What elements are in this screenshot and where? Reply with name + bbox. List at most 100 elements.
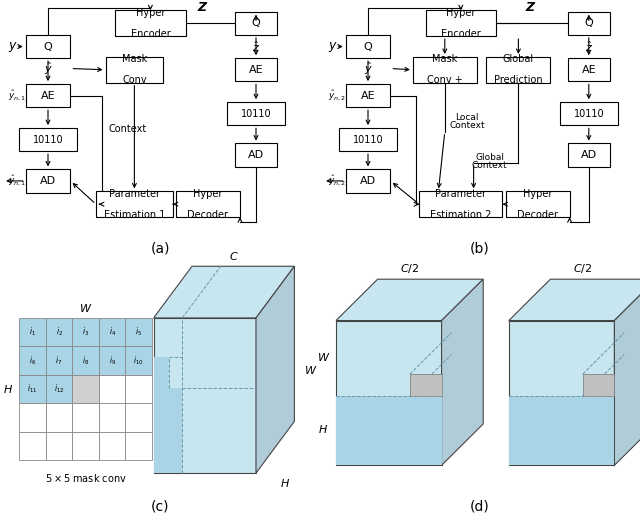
Text: Estimation 2: Estimation 2 [430, 209, 492, 220]
Text: Context: Context [472, 161, 508, 170]
Text: (b): (b) [470, 241, 490, 255]
Bar [72, 432, 99, 460]
FancyBboxPatch shape [176, 191, 240, 217]
Text: 10110: 10110 [241, 109, 271, 119]
Text: $i_1$: $i_1$ [29, 326, 36, 339]
Text: Global: Global [503, 54, 534, 65]
FancyBboxPatch shape [106, 57, 163, 83]
FancyBboxPatch shape [413, 57, 477, 83]
FancyBboxPatch shape [346, 170, 390, 192]
Bar [99, 403, 125, 432]
Polygon shape [336, 321, 442, 465]
Text: Hyper: Hyper [523, 189, 552, 199]
Bar [125, 432, 152, 460]
Text: $\hat{y}_{n,1}$: $\hat{y}_{n,1}$ [8, 88, 26, 103]
Text: Parameter: Parameter [435, 189, 486, 199]
Text: AE: AE [582, 65, 596, 75]
Bar [125, 318, 152, 346]
Bar [19, 375, 46, 403]
FancyBboxPatch shape [568, 12, 609, 35]
FancyBboxPatch shape [26, 84, 70, 108]
Text: (a): (a) [150, 241, 170, 255]
Text: AD: AD [580, 150, 597, 160]
Bar [125, 375, 152, 403]
Text: $i_6$: $i_6$ [29, 354, 36, 367]
Text: $\hat{y}_{n,2}$: $\hat{y}_{n,2}$ [328, 88, 346, 103]
Text: Parameter: Parameter [109, 189, 160, 199]
Text: $\hat{y}_{n,2}$: $\hat{y}_{n,2}$ [328, 174, 346, 188]
Bar [46, 318, 72, 346]
Text: Hyper: Hyper [446, 8, 476, 18]
Bar [46, 403, 72, 432]
FancyBboxPatch shape [236, 58, 277, 81]
Text: Q: Q [364, 41, 372, 52]
Text: $i_4$: $i_4$ [109, 326, 116, 339]
FancyBboxPatch shape [26, 35, 70, 58]
Bar [46, 375, 72, 403]
Text: $5\times5$ mask conv: $5\times5$ mask conv [45, 472, 127, 484]
Text: $\hat{y}$: $\hat{y}$ [44, 60, 52, 77]
Text: $i_9$: $i_9$ [109, 354, 116, 367]
Bar [46, 346, 72, 375]
Bar [19, 403, 46, 432]
Text: $\hat{y}$: $\hat{y}$ [364, 60, 372, 77]
FancyBboxPatch shape [560, 102, 618, 126]
Text: $i_8$: $i_8$ [82, 354, 89, 367]
Text: AD: AD [40, 176, 56, 186]
Polygon shape [614, 279, 640, 465]
Text: Encoder: Encoder [441, 28, 481, 39]
Text: 10110: 10110 [353, 134, 383, 145]
Text: $\boldsymbol{Z}$: $\boldsymbol{Z}$ [525, 1, 537, 14]
Text: Decoder: Decoder [517, 209, 558, 220]
FancyBboxPatch shape [346, 84, 390, 108]
Bar [99, 375, 125, 403]
Text: (c): (c) [151, 499, 169, 514]
Text: $\hat{z}$: $\hat{z}$ [585, 39, 593, 54]
Text: $y$: $y$ [328, 39, 338, 54]
Text: $\hat{z}$: $\hat{z}$ [252, 39, 260, 54]
Bar [72, 375, 99, 403]
Text: 10110: 10110 [573, 109, 604, 119]
Text: $i_5$: $i_5$ [135, 326, 142, 339]
Text: $i_{12}$: $i_{12}$ [54, 383, 64, 396]
FancyBboxPatch shape [26, 170, 70, 192]
Text: AD: AD [248, 150, 264, 160]
Polygon shape [583, 374, 614, 396]
Polygon shape [442, 279, 483, 465]
Text: $i_3$: $i_3$ [82, 326, 89, 339]
Text: Mask: Mask [122, 54, 147, 65]
Text: Q: Q [44, 41, 52, 52]
Text: $i_{11}$: $i_{11}$ [28, 383, 38, 396]
Text: Conv: Conv [122, 75, 147, 85]
Text: Hyper: Hyper [193, 189, 223, 199]
FancyBboxPatch shape [486, 57, 550, 83]
Polygon shape [154, 357, 170, 388]
FancyBboxPatch shape [227, 102, 285, 126]
Text: AE: AE [361, 90, 375, 101]
FancyBboxPatch shape [568, 143, 609, 166]
Polygon shape [410, 374, 442, 396]
Text: AE: AE [249, 65, 263, 75]
Bar [72, 403, 99, 432]
Text: $\boldsymbol{Z}$: $\boldsymbol{Z}$ [197, 1, 209, 14]
Text: $i_7$: $i_7$ [56, 354, 63, 367]
Text: Context: Context [449, 121, 485, 130]
Polygon shape [509, 321, 614, 465]
Bar [72, 346, 99, 375]
Bar [46, 432, 72, 460]
Text: $H$: $H$ [3, 383, 13, 395]
FancyBboxPatch shape [568, 58, 609, 81]
Bar [99, 318, 125, 346]
Text: Prediction: Prediction [494, 75, 543, 85]
Text: Context: Context [109, 124, 147, 134]
Text: Mask: Mask [432, 54, 458, 65]
Polygon shape [154, 388, 182, 473]
FancyBboxPatch shape [236, 12, 277, 35]
Text: Estimation 1: Estimation 1 [104, 209, 165, 220]
Text: Conv +: Conv + [427, 75, 463, 85]
Text: AE: AE [41, 90, 55, 101]
Polygon shape [509, 396, 614, 465]
Text: $H$: $H$ [280, 477, 290, 490]
Text: AD: AD [360, 176, 376, 186]
Bar [19, 346, 46, 375]
